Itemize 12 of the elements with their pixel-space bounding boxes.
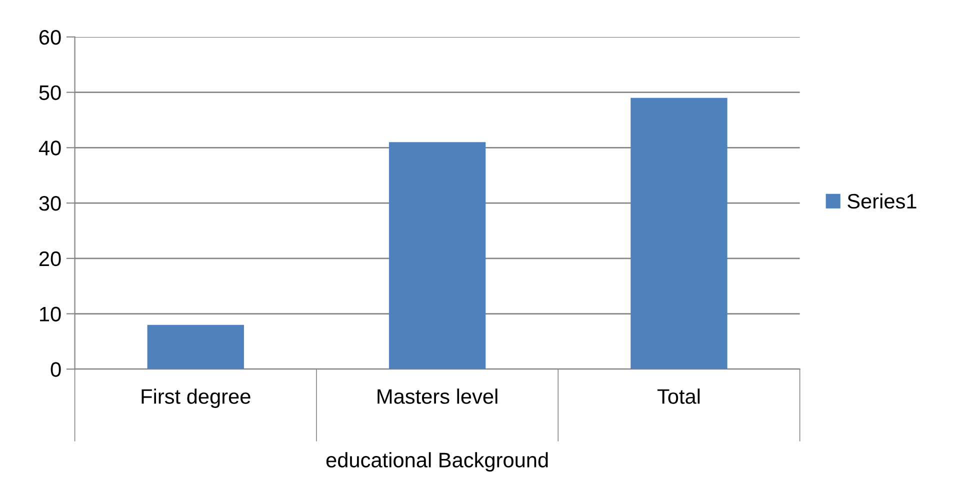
- y-tick-label: 50: [39, 85, 61, 100]
- y-tick-label: 10: [40, 306, 61, 322]
- x-axis-title: educational Background: [326, 452, 548, 472]
- legend-label: Series1: [848, 193, 916, 209]
- x-tick-label: First degree: [142, 388, 250, 408]
- y-tick-label: 60: [39, 30, 61, 45]
- x-tick-label: Total: [657, 388, 700, 404]
- x-tick-label: Masters level: [378, 388, 498, 404]
- y-tick-label: 0: [50, 362, 61, 377]
- y-tick-label: 20: [39, 251, 61, 266]
- y-tick-label: 30: [39, 196, 61, 211]
- y-tick-label: 40: [38, 140, 61, 156]
